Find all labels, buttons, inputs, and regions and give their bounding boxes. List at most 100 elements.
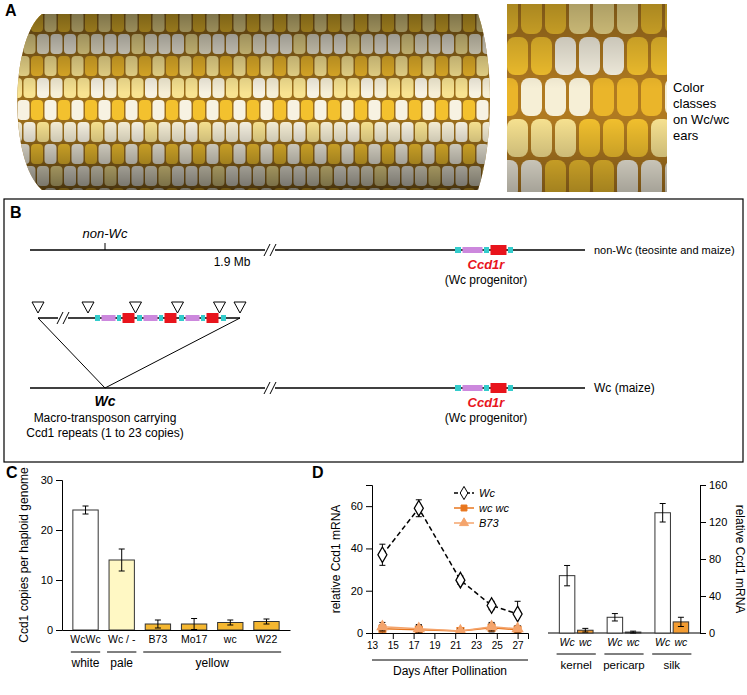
kernel [4, 144, 16, 164]
error-bar [83, 506, 89, 514]
tick: 0 [700, 627, 715, 639]
tick: 0 [357, 627, 372, 639]
kernel [112, 188, 124, 208]
kernel [45, 188, 57, 208]
error-bar [630, 631, 636, 633]
zoom-photo [507, 4, 667, 192]
kernel [139, 188, 151, 208]
locus-label: Wc [95, 393, 116, 409]
axis-title: relative Ccd1 mRNA [733, 505, 747, 614]
transposon-end [214, 302, 226, 313]
tick-label: WcWc [70, 633, 100, 645]
error-bar [660, 504, 666, 523]
gene-segment [484, 247, 489, 253]
transposon-end [82, 302, 94, 313]
tick-label: 120 [709, 516, 727, 528]
tick: Wc / - [108, 633, 136, 645]
gene-segment [508, 385, 513, 391]
tick-label: 40 [709, 590, 721, 602]
gene-segment [123, 313, 135, 323]
gene-segment [207, 313, 219, 323]
plot-area [559, 504, 688, 634]
kernel [18, 12, 30, 32]
gene-segment [221, 315, 226, 321]
tick: 25 [492, 633, 504, 651]
break-mark [264, 244, 270, 256]
tick-label: 10 [41, 574, 53, 586]
tick-label: 0 [709, 627, 715, 639]
gene-segment [95, 315, 100, 321]
panel-b: BCcd1r(Wc progenitor)non-Wc (teosinte an… [4, 199, 743, 462]
caption: on Wc/wc [673, 112, 730, 127]
figure: AColorclasseson Wc/wcearsBCcd1r(Wc proge… [0, 0, 747, 695]
locus-note: Macro-transposon carrying [34, 411, 177, 425]
kernel [369, 188, 381, 208]
kernel [450, 188, 462, 208]
tick-label: B73 [149, 633, 168, 645]
kernel [301, 188, 313, 208]
error-bar [155, 620, 161, 628]
kernel [315, 188, 327, 208]
tick-label: Mo17 [181, 633, 207, 645]
tick-mark [56, 480, 62, 481]
tick: 40 [351, 542, 372, 554]
gene-segment [186, 315, 200, 321]
bar-label: wc [674, 636, 688, 648]
marker [378, 547, 387, 563]
axis-title: Ccd1 copies per haploid genome [17, 467, 31, 643]
tick-mark [700, 633, 706, 634]
tick-label: 23 [471, 640, 483, 651]
bar [625, 632, 640, 634]
bar-label: Wc [560, 636, 576, 648]
marker [414, 623, 424, 632]
tick-label: 20 [351, 585, 363, 597]
tick-label: 21 [450, 640, 462, 651]
marker [487, 598, 496, 614]
kernel [477, 188, 489, 208]
kernel [342, 188, 354, 208]
gene-segment [491, 383, 507, 393]
group-line [107, 652, 136, 653]
transposon-end [234, 302, 246, 313]
gene-note: (Wc progenitor) [445, 411, 528, 425]
tick-mark [700, 559, 706, 560]
tick-mark [366, 633, 372, 634]
axis-line [63, 630, 291, 631]
marker [456, 572, 465, 588]
gene-segment [201, 315, 205, 321]
kernel [99, 188, 111, 208]
caption: classes [673, 96, 717, 111]
kernel [490, 144, 502, 164]
locus-label: non-Wc [83, 226, 128, 241]
tick: 13 [367, 633, 379, 651]
locus-tick [105, 243, 106, 250]
gene-label: Ccd1r [468, 257, 506, 272]
legend: Wcwc wcB73 [454, 486, 509, 529]
kernel [496, 122, 508, 142]
kernel [436, 188, 448, 208]
panel-a: AColorclasseson Wc/wcears [0, 0, 730, 208]
axis-line [366, 486, 373, 634]
kernel [153, 188, 165, 208]
tick: 23 [471, 633, 483, 651]
tick-mark [372, 633, 373, 639]
marker [487, 621, 497, 630]
tick-mark [414, 633, 415, 639]
gene-note: (Wc progenitor) [445, 273, 528, 287]
kernel [490, 12, 502, 32]
bar [73, 510, 98, 630]
kernel [409, 188, 421, 208]
row-label: non-Wc (teosinte and maize) [594, 244, 735, 256]
kernel [180, 188, 192, 208]
insertion-line [38, 318, 105, 388]
gene-segment [117, 315, 121, 321]
tick-mark [366, 591, 372, 592]
tick: 80 [700, 553, 721, 565]
kernel [496, 166, 508, 186]
series-line [382, 508, 517, 614]
gene-segment [179, 315, 184, 321]
tick: 27 [513, 633, 525, 651]
bar-label: Wc [655, 636, 671, 648]
row-label: Wc (maize) [594, 381, 655, 395]
ear-photo [0, 10, 508, 208]
